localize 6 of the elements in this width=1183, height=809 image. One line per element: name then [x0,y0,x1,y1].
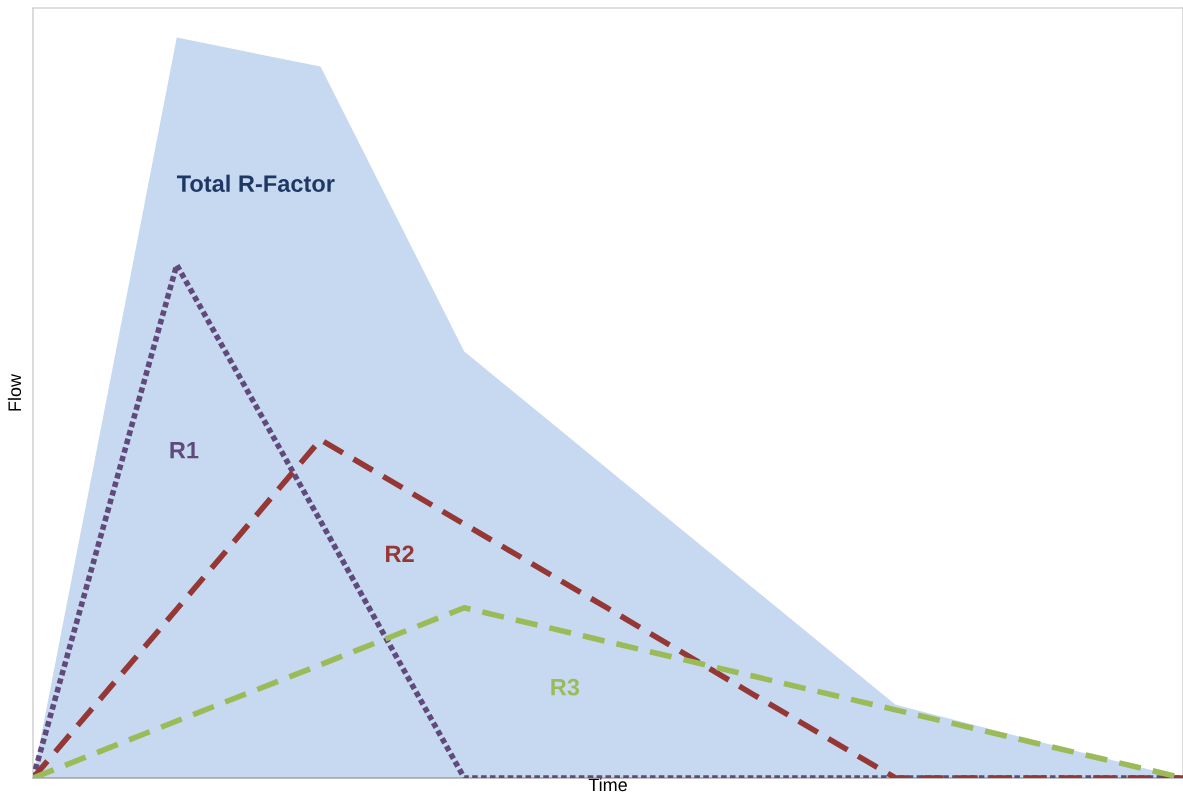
series-label: Total R-Factor [176,174,335,193]
series-label: R2 [386,545,414,562]
x-axis-title: Time [588,778,627,792]
series-label: R1 [170,442,199,459]
series-label: R3 [551,678,580,696]
y-axis-title: Flow [7,373,22,411]
